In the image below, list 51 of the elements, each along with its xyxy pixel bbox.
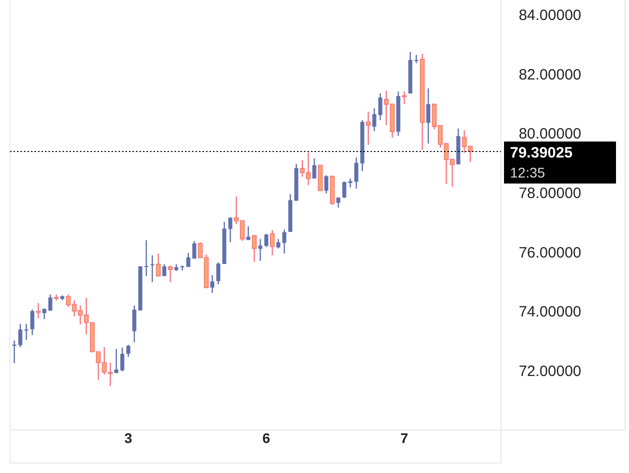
x-tick-label: 3 <box>124 430 132 446</box>
candlestick <box>228 217 232 243</box>
candlestick <box>246 226 250 241</box>
candlestick <box>150 254 154 283</box>
candlestick <box>36 302 41 319</box>
y-tick-label: 84.00000 <box>518 7 582 24</box>
candlestick <box>378 92 382 121</box>
candlestick <box>372 108 376 132</box>
candlestick <box>426 88 430 144</box>
candlestick <box>276 238 280 250</box>
candlestick <box>414 54 418 64</box>
candlestick <box>366 111 371 146</box>
y-tick-label: 72.00000 <box>518 362 582 380</box>
candlestick <box>192 240 196 260</box>
candlestick <box>210 274 214 294</box>
y-tick-label: 78.00000 <box>518 185 582 202</box>
candlestick <box>264 233 268 248</box>
candlestick <box>18 323 22 348</box>
candlestick <box>348 178 352 188</box>
candlestick <box>114 348 118 374</box>
candlestick <box>24 323 28 340</box>
y-tick-label: 76.00000 <box>518 244 582 262</box>
y-tick-label: 82.00000 <box>518 66 582 84</box>
candlestick <box>132 304 136 343</box>
candlestick <box>156 252 161 277</box>
candlestick <box>126 344 130 358</box>
ref-line-label: 79.39025 <box>510 144 573 162</box>
candlestick <box>282 228 286 254</box>
candlestick <box>30 309 34 336</box>
x-tick-label: 7 <box>400 430 408 446</box>
y-tick-label: 80.00000 <box>518 126 582 143</box>
candlestick <box>342 180 346 199</box>
candlestick <box>354 156 358 190</box>
candlestick <box>324 174 328 194</box>
candlestick <box>270 230 275 256</box>
candlestick <box>180 264 184 272</box>
candlestick <box>144 240 148 277</box>
candlestick <box>168 264 173 283</box>
candlestick <box>120 346 124 372</box>
candlestick <box>312 158 316 180</box>
candlestick <box>252 234 257 262</box>
candlestick <box>48 294 52 312</box>
x-tick-label: 6 <box>262 430 270 446</box>
candlestick <box>42 308 46 320</box>
candlestick <box>186 252 190 268</box>
y-tick-label: 74.00000 <box>518 304 582 321</box>
candlestick <box>258 238 262 262</box>
text: 12:35 <box>510 164 546 181</box>
candlestick <box>216 262 220 285</box>
candlestick <box>12 340 16 364</box>
candlestick <box>336 196 340 208</box>
